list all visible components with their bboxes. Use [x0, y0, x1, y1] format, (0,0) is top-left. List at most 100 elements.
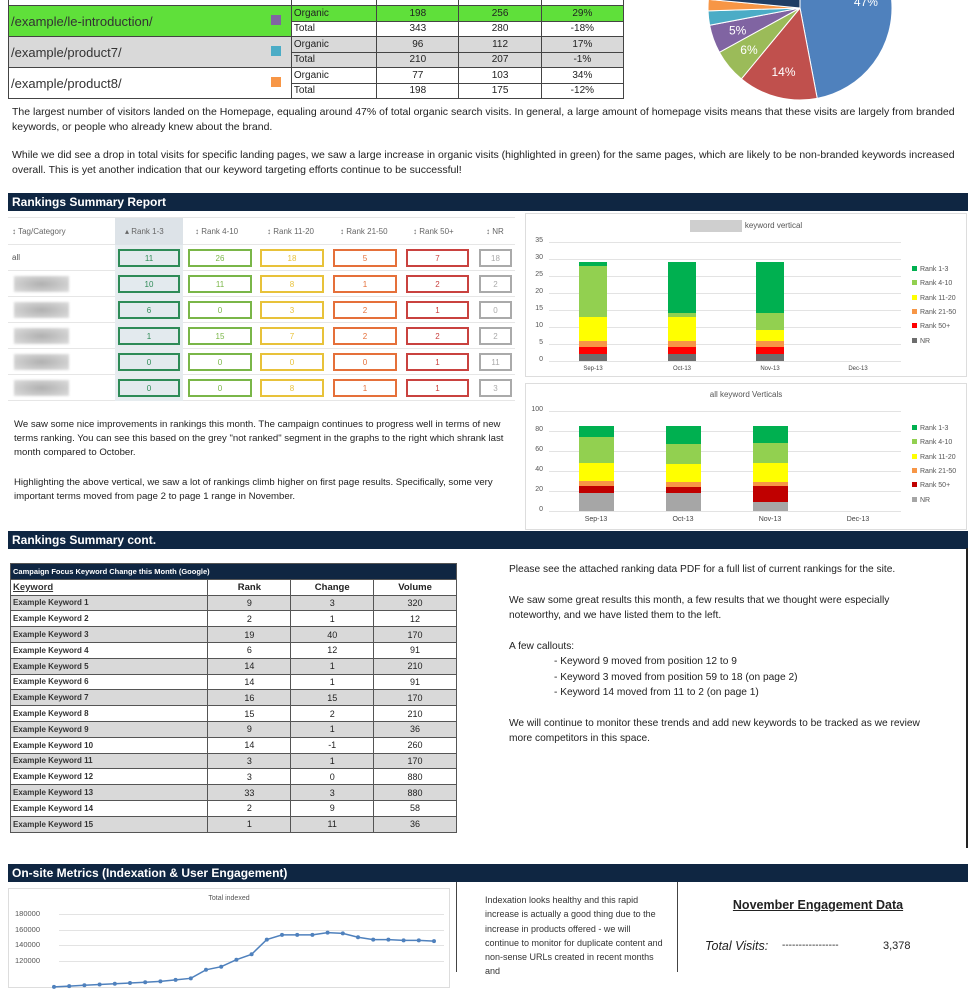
data-point	[371, 937, 376, 942]
metric-label: Total	[290, 51, 378, 68]
rankings-paragraph-1: We saw some nice improvements in ranking…	[14, 419, 504, 458]
data-point	[310, 932, 315, 937]
data-point	[67, 984, 72, 989]
intro-paragraph-1: The largest number of visitors landed on…	[12, 106, 955, 133]
legend-label: Rank 21-50	[920, 308, 957, 316]
data-point	[188, 976, 193, 981]
callout-item: - Keyword 14 moved from 11 to 2 (on page…	[554, 687, 759, 698]
bar-segment	[578, 426, 614, 437]
value-cell: 210	[373, 657, 457, 675]
legend-swatch-icon	[912, 266, 917, 271]
legend-swatch-icon	[912, 337, 917, 343]
value-cell: 103	[458, 67, 542, 84]
legend-item: Rank 21-50	[912, 308, 957, 316]
column-header[interactable]: ↕ Tag/Category	[12, 227, 66, 236]
rank-count-cell: 5	[333, 249, 397, 267]
column-header[interactable]: ↕ Rank 21-50	[340, 227, 388, 236]
table-row: Example Keyword 10 14 -1 260	[9, 736, 457, 754]
column-header[interactable]: ↕ NR	[486, 227, 504, 236]
value-cell: 112	[458, 36, 542, 53]
legend-label: NR	[920, 496, 931, 504]
bar-segment	[668, 313, 696, 317]
y-tick-label: 140000	[15, 940, 41, 949]
gridline	[549, 344, 901, 345]
data-point	[97, 982, 102, 987]
legend-item: Rank 4-10	[912, 280, 952, 287]
notes-paragraph-2: We saw some great results this month, a …	[509, 594, 890, 622]
engagement-title: November Engagement Data	[732, 898, 904, 912]
gridline	[59, 960, 444, 962]
value-cell: 1	[290, 673, 375, 691]
column-header[interactable]: ↕ Rank 4-10	[195, 227, 239, 236]
data-point	[432, 939, 436, 944]
legend-label: Rank 11-20	[920, 453, 956, 461]
rank-count-cell: 2	[479, 275, 512, 293]
intro-paragraph-2: While we did see a drop in total visits …	[12, 149, 955, 176]
table-row: Example Keyword 3 19 40 170	[9, 626, 457, 643]
value-cell: -12%	[540, 82, 625, 99]
total-indexed-chart: Total indexed 120000 140000 160000 180000	[8, 888, 450, 989]
indexation-note: Indexation looks healthy and this rapid …	[485, 895, 663, 977]
rank-count-cell: 1	[406, 353, 469, 371]
y-tick-label: 100	[531, 406, 543, 413]
x-tick-label: Sep-13	[583, 366, 603, 372]
chart-title: keyword vertical	[526, 220, 966, 232]
bar-segment	[578, 486, 614, 493]
rank-count-cell: 2	[406, 327, 469, 345]
data-point	[219, 964, 224, 969]
y-tick-label: 35	[535, 237, 543, 244]
y-tick-label: 120000	[15, 955, 41, 965]
bar-segment	[752, 443, 788, 463]
keyword-vertical-chart: keyword vertical 0 5 10 15 20 25 30 35 Sep-13 Oct-…	[525, 213, 967, 377]
bar-segment	[578, 463, 614, 481]
value-cell: 96	[376, 36, 460, 53]
rank-count-cell: 0	[479, 301, 512, 319]
rank-count-cell: 26	[188, 249, 252, 267]
legend-label: Rank 1-3	[920, 425, 949, 432]
x-tick-label: Sep-13	[584, 516, 608, 523]
value-cell: 36	[373, 720, 457, 738]
legend-label: Rank 4-10	[920, 280, 953, 288]
x-tick-label: Dec-13	[848, 366, 868, 372]
bar-segment	[579, 347, 607, 355]
data-point	[295, 932, 300, 937]
gridline	[549, 361, 901, 362]
keyword-cell: Example Keyword 13	[9, 784, 209, 801]
rank-count-cell: 2	[333, 327, 397, 345]
table-header-row: ↕ Tag/Category ▴ Rank 1-3 ↕ Rank 4-10 ↕ Ran…	[8, 217, 515, 246]
value-cell: 9	[207, 594, 292, 612]
legend-item: NR	[912, 496, 931, 504]
table-row: Example Keyword 2 2 1 12	[9, 610, 457, 628]
keyword-cell: Example Keyword 8	[9, 705, 209, 722]
value-cell: 260	[373, 736, 457, 754]
notes-paragraph-1: Please see the attached ranking data PDF…	[509, 564, 896, 575]
keyword-cell: Example Keyword 15	[9, 815, 209, 833]
divider	[677, 882, 678, 972]
legend-swatch-icon	[912, 467, 917, 473]
table-caption-row: Campaign Focus Keyword Change this Month…	[10, 563, 457, 580]
table-row: Example Keyword 13 33 3 880	[9, 784, 457, 801]
bar-segment	[665, 482, 701, 487]
legend-label: Rank 1-3	[920, 266, 949, 273]
bar-segment	[752, 426, 788, 443]
column-header[interactable]: ↕ Rank 11-20	[267, 227, 314, 236]
y-tick-label: 0	[539, 506, 543, 513]
callout-item: - Keyword 3 moved from position 59 to 18…	[554, 671, 798, 683]
value-cell: 91	[373, 641, 457, 659]
column-header[interactable]: ↕ Rank 50+	[413, 227, 454, 236]
value-cell: 3	[290, 784, 375, 801]
bar-segment	[756, 262, 784, 314]
keyword-cell: Example Keyword 5	[9, 657, 209, 675]
landing-pages-table: /example/le-introduction/Organic 198 256 29…	[8, 0, 625, 99]
onsite-section-header: On-site Metrics (Indexation & User Engag…	[8, 864, 968, 882]
column-header[interactable]: ▴ Rank 1-3	[115, 218, 183, 246]
legend-swatch-icon	[912, 294, 917, 300]
keyword-cell: Example Keyword 11	[9, 752, 209, 770]
legend-label: Rank 21-50	[920, 467, 957, 475]
data-point	[401, 938, 406, 943]
rank-count-cell: 6	[118, 301, 180, 319]
table-row: Example Keyword 9 9 1 36	[9, 720, 457, 738]
value-cell: 15	[290, 689, 375, 707]
table-row: Example Keyword 8 15 2 210	[9, 705, 457, 722]
data-point	[340, 931, 345, 936]
